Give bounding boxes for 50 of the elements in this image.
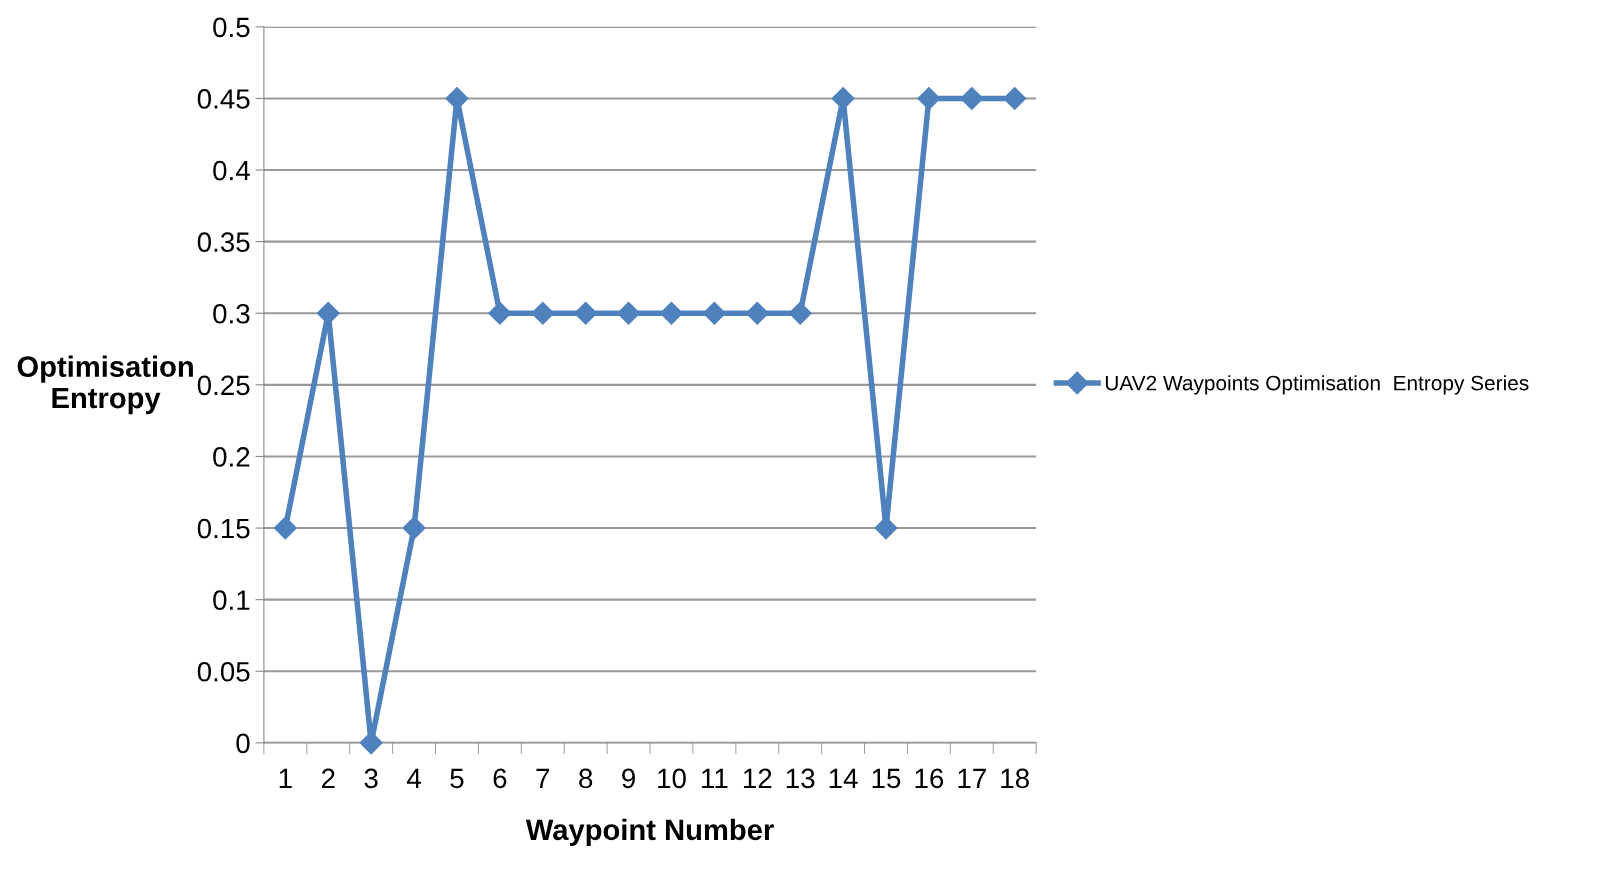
x-tick-label: 1 [279,768,292,788]
point [960,86,984,110]
point [745,301,769,325]
y-axis-title: Optimisation Entropy [17,355,193,415]
point [788,301,812,325]
x-tick-label: 18 [1001,768,1029,789]
x-tick-label: 11 [702,768,728,788]
x-tick-label: 13 [786,768,815,789]
legend-label: UAV2 Waypoints Optimisation Entropy Series [1105,375,1529,395]
x-tick-label: 16 [915,768,944,789]
point [445,86,469,110]
x-tick-label: 9 [622,768,635,789]
x-tick-label: 4 [406,768,421,788]
y-tick-label: 0.05 [197,661,250,682]
y-tick-label: 0.4 [213,160,250,181]
point [831,86,855,110]
y-tick-label: 0.1 [213,590,250,610]
y-tick-label: 0.15 [197,518,250,539]
x-tick-label: 15 [872,768,901,789]
point [488,301,512,325]
x-tick-label: 14 [829,768,858,788]
point [702,301,726,325]
point [874,516,898,540]
y-tick-label: 0.35 [197,232,250,252]
y-tick-label: 0.45 [197,89,250,109]
x-tick-label: 10 [658,768,686,789]
point [359,731,383,755]
point [659,301,683,325]
y-tick-label: 0 [236,733,250,754]
point [316,301,340,325]
x-tick-label: 12 [743,768,772,788]
x-tick-label: 8 [579,768,593,789]
point [531,301,555,325]
point [1003,86,1027,110]
x-tick-label: 7 [536,768,550,788]
x-axis-title: Waypoint Number [525,818,774,846]
x-tick-label: 6 [493,768,507,789]
x-tick-label: 2 [321,768,335,788]
y-tick-label: 0.25 [197,375,250,396]
x-tick-label: 17 [958,768,986,788]
x-tick-label: 3 [364,768,378,789]
point [402,516,426,540]
point [574,301,598,325]
y-tick-label: 0.2 [213,447,250,467]
point [617,301,641,325]
point [917,86,941,110]
y-tick-label: 0.3 [213,303,250,324]
x-tick-label: 5 [450,768,464,789]
point [273,516,297,540]
y-tick-label: 0.5 [213,17,250,38]
